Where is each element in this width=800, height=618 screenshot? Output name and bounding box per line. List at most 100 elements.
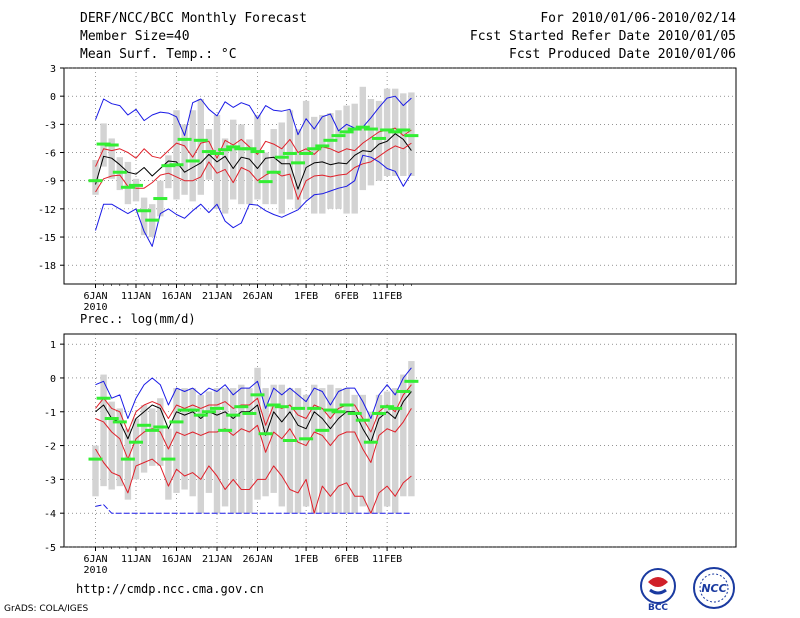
median-marker bbox=[282, 151, 297, 155]
ensemble-box bbox=[327, 113, 334, 209]
ensemble-box bbox=[392, 388, 399, 514]
median-marker bbox=[323, 138, 338, 142]
ensemble-box bbox=[254, 114, 261, 200]
median-marker bbox=[323, 408, 338, 412]
ensemble-box bbox=[351, 103, 358, 214]
median-marker bbox=[177, 137, 192, 141]
median-marker bbox=[347, 411, 362, 415]
ensemble-box bbox=[189, 388, 196, 497]
ensemble-box bbox=[181, 124, 188, 195]
ensemble-box bbox=[359, 394, 366, 507]
lower-spread-line bbox=[95, 142, 412, 200]
y-tick-label: -12 bbox=[38, 205, 56, 216]
min-line bbox=[95, 154, 412, 247]
median-marker bbox=[363, 440, 378, 444]
median-marker bbox=[380, 128, 395, 132]
median-marker bbox=[88, 179, 103, 183]
upper-spread-line bbox=[95, 384, 412, 433]
ensemble-box bbox=[221, 388, 229, 507]
ensemble-box bbox=[270, 129, 277, 205]
median-marker bbox=[153, 197, 168, 201]
ensemble-box bbox=[132, 178, 140, 202]
ensemble-box bbox=[205, 391, 213, 493]
plot-frame-0 bbox=[63, 67, 737, 285]
ensemble-box bbox=[351, 394, 358, 514]
y-tick-label: -3 bbox=[44, 475, 56, 486]
grads-credit: GrADS: COLA/IGES bbox=[4, 604, 89, 614]
median-marker bbox=[258, 432, 273, 436]
ensemble-box bbox=[197, 98, 204, 195]
ensemble-box bbox=[302, 394, 310, 507]
median-marker bbox=[169, 420, 184, 424]
x-tick-label: 21JAN bbox=[202, 554, 232, 565]
ensemble-box bbox=[278, 122, 285, 214]
ensemble-box bbox=[278, 384, 285, 507]
median-marker bbox=[120, 457, 135, 461]
median-marker bbox=[315, 144, 330, 148]
median-marker bbox=[291, 161, 305, 165]
median-marker bbox=[210, 151, 224, 155]
median-marker bbox=[331, 410, 346, 414]
median-marker bbox=[388, 130, 403, 134]
lower-spread-line-2 bbox=[95, 448, 412, 514]
bcc-logo-text: BCC bbox=[648, 603, 668, 613]
ensemble-box bbox=[400, 374, 407, 497]
y-tick-label: -2 bbox=[44, 442, 56, 453]
forecast-started-date: Fcst Started Refer Date 2010/01/05 bbox=[469, 29, 736, 44]
y-tick-label: -1 bbox=[44, 408, 56, 419]
y-tick-label: -15 bbox=[38, 233, 56, 244]
ensemble-box bbox=[359, 86, 366, 191]
median-marker bbox=[137, 209, 152, 213]
median-marker bbox=[347, 127, 362, 131]
median-marker bbox=[161, 457, 176, 461]
median-marker bbox=[161, 164, 176, 168]
median-marker bbox=[266, 403, 281, 407]
ensemble-box bbox=[335, 110, 342, 209]
median-marker bbox=[96, 142, 111, 146]
ensemble-box bbox=[238, 124, 245, 205]
ensemble-box bbox=[108, 401, 115, 490]
median-marker bbox=[299, 437, 314, 441]
ensemble-box bbox=[294, 388, 302, 514]
ensemble-box bbox=[238, 384, 245, 514]
y-tick-label: -3 bbox=[44, 120, 56, 131]
ensemble-box bbox=[262, 152, 269, 205]
y-tick-label: -5 bbox=[44, 543, 56, 554]
x-tick-label: 6JAN bbox=[83, 291, 107, 302]
ensemble-box bbox=[343, 388, 350, 514]
ensemble-box bbox=[343, 105, 350, 214]
median-marker bbox=[145, 218, 160, 222]
x-year-label: 2010 bbox=[83, 302, 107, 313]
ensemble-box bbox=[302, 100, 310, 200]
median-marker bbox=[153, 425, 168, 429]
ensemble-box bbox=[165, 428, 172, 500]
x-tick-label: 21JAN bbox=[202, 291, 232, 302]
median-marker bbox=[307, 147, 322, 151]
median-marker bbox=[129, 440, 143, 444]
y-tick-label: 1 bbox=[50, 340, 56, 351]
ensemble-box bbox=[327, 384, 334, 514]
x-tick-label: 11JAN bbox=[121, 554, 151, 565]
median-marker bbox=[201, 410, 216, 414]
source-url[interactable]: http://cmdp.ncc.cma.gov.cn bbox=[76, 582, 264, 596]
ensemble-box bbox=[181, 388, 188, 490]
member-size: Member Size=40 bbox=[80, 29, 190, 44]
ensemble-box bbox=[367, 98, 375, 186]
ensemble-box bbox=[246, 388, 253, 514]
median-marker bbox=[339, 403, 354, 407]
x-tick-label: 26JAN bbox=[242, 554, 272, 565]
x-tick-label: 11FEB bbox=[372, 554, 402, 565]
ensemble-box bbox=[173, 388, 180, 493]
median-marker bbox=[177, 408, 192, 412]
median-marker bbox=[226, 145, 241, 149]
ensemble-box bbox=[286, 388, 294, 514]
ensemble-box bbox=[319, 388, 326, 514]
median-marker bbox=[218, 148, 233, 152]
median-marker bbox=[291, 406, 305, 410]
ensemble-box bbox=[375, 100, 383, 181]
ensemble-box bbox=[213, 388, 221, 514]
median-marker bbox=[404, 134, 419, 138]
precip-chart-title: Prec.: log(mm/d) bbox=[80, 312, 196, 326]
median-marker bbox=[112, 170, 127, 174]
median-marker bbox=[274, 405, 289, 409]
